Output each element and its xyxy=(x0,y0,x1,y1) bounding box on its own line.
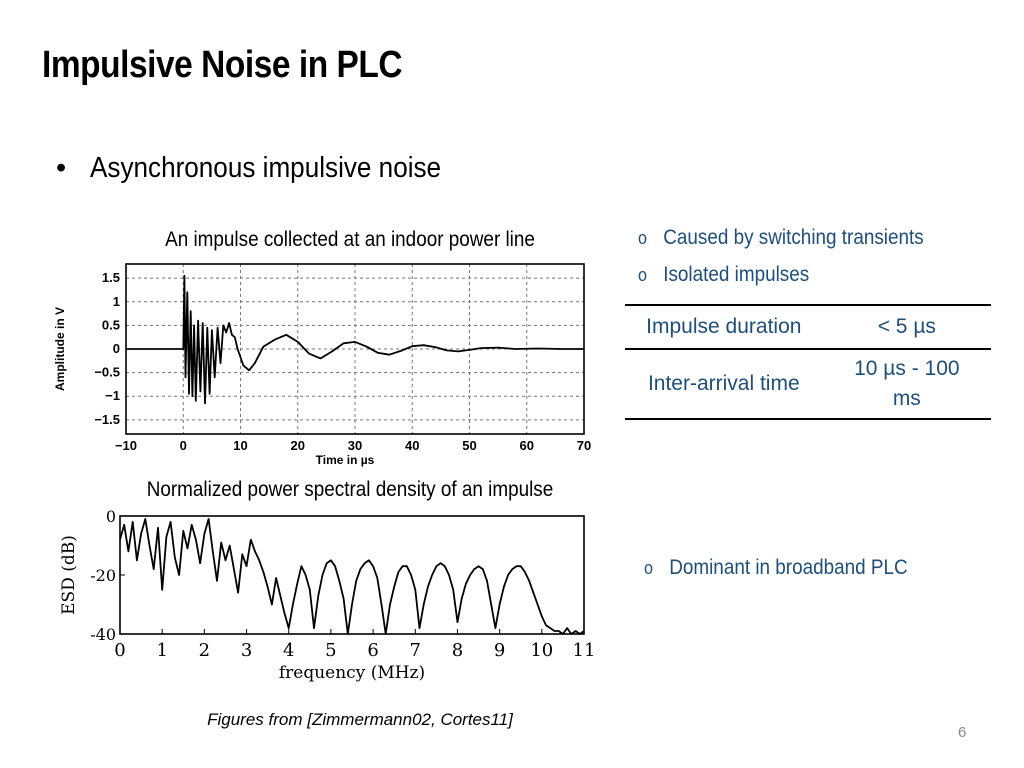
x-tick-label: 8 xyxy=(452,640,463,661)
table-cell-value: < 5 µs xyxy=(822,304,991,350)
y-tick-label: 1 xyxy=(113,294,120,309)
x-tick-label: 7 xyxy=(410,640,421,661)
sub-item-marker: o xyxy=(638,228,648,248)
y-tick-label: 1.5 xyxy=(102,270,120,285)
x-tick-label: 5 xyxy=(325,640,336,661)
y-axis-label: Amplitude in V xyxy=(53,307,67,391)
x-tick-label: 2 xyxy=(199,640,210,661)
y-tick-label: −1 xyxy=(105,388,120,403)
sub-item-switching: o Caused by switching transients xyxy=(638,226,924,250)
y-tick-label: −1.5 xyxy=(94,412,120,427)
x-tick-label: 30 xyxy=(348,438,362,453)
sub-item-broadband: o Dominant in broadband PLC xyxy=(644,556,908,580)
x-tick-label: 0 xyxy=(180,438,187,453)
table-cell-property: Inter-arrival time xyxy=(625,349,823,420)
x-tick-label: 6 xyxy=(367,640,378,661)
table-cell-value: 10 µs - 100 ms xyxy=(822,349,991,420)
sub-item-marker: o xyxy=(644,558,654,578)
x-tick-label: 1 xyxy=(156,640,167,661)
x-tick-label: 10 xyxy=(530,640,553,661)
slide-title: Impulsive Noise in PLC xyxy=(42,44,403,86)
y-tick-label: 0 xyxy=(113,341,120,356)
y-tick-label: -40 xyxy=(90,625,116,644)
x-tick-label: 10 xyxy=(233,438,247,453)
sub-item-text: Isolated impulses xyxy=(663,263,810,286)
sub-item-isolated: o Isolated impulses xyxy=(638,263,809,287)
series-line-psd xyxy=(119,518,585,635)
x-tick-label: 40 xyxy=(405,438,419,453)
table-row: Inter-arrival time 10 µs - 100 ms xyxy=(625,349,991,420)
main-bullet: • Asynchronous impulsive noise xyxy=(56,152,480,185)
x-tick-label: 4 xyxy=(283,640,294,661)
impulse-time-chart: −10 0 10 20 30 40 50 60 70 1.5 1 0.5 0 −0.5 −1 −1.5 Time… xyxy=(53,263,591,467)
x-tick-label: 11 xyxy=(573,640,596,661)
sub-item-text: Dominant in broadband PLC xyxy=(669,556,908,579)
sub-item-marker: o xyxy=(638,265,648,285)
table-cell-property: Impulse duration xyxy=(625,304,823,350)
figure-caption-psd: Normalized power spectral density of an … xyxy=(146,478,554,501)
impulse-properties-table: Impulse duration < 5 µs Inter-arrival ti… xyxy=(625,304,991,420)
x-axis-label: Time in µs xyxy=(316,453,375,467)
series-line-impulse xyxy=(126,274,584,405)
x-tick-label: 0 xyxy=(114,640,125,661)
page-number: 6 xyxy=(958,724,967,741)
table-row: Impulse duration < 5 µs xyxy=(625,304,991,350)
y-tick-label: 0 xyxy=(106,507,116,526)
bullet-marker: • xyxy=(56,152,67,184)
x-tick-label: 60 xyxy=(520,438,534,453)
x-tick-label: 50 xyxy=(462,438,476,453)
sub-item-text: Caused by switching transients xyxy=(663,226,924,249)
figure-caption-impulse: An impulse collected at an indoor power … xyxy=(165,228,535,251)
x-tick-label: 9 xyxy=(494,640,505,661)
y-tick-label: −0.5 xyxy=(94,365,120,380)
bullet-text: Asynchronous impulsive noise xyxy=(90,152,442,184)
psd-chart: 0 1 2 3 4 5 6 7 8 9 10 11 0 -20 -40 frequency (MHz) ESD … xyxy=(59,507,596,683)
y-axis-label: ESD (dB) xyxy=(59,535,79,615)
x-tick-label: −10 xyxy=(115,438,137,453)
y-tick-label: -20 xyxy=(90,566,116,585)
x-tick-label: 3 xyxy=(241,640,252,661)
x-tick-label: 20 xyxy=(291,438,305,453)
figure-source-note: Figures from [Zimmermann02, Cortes11] xyxy=(207,710,513,729)
x-tick-label: 70 xyxy=(577,438,591,453)
y-tick-label: 0.5 xyxy=(102,317,120,332)
x-axis-label: frequency (MHz) xyxy=(279,663,425,683)
